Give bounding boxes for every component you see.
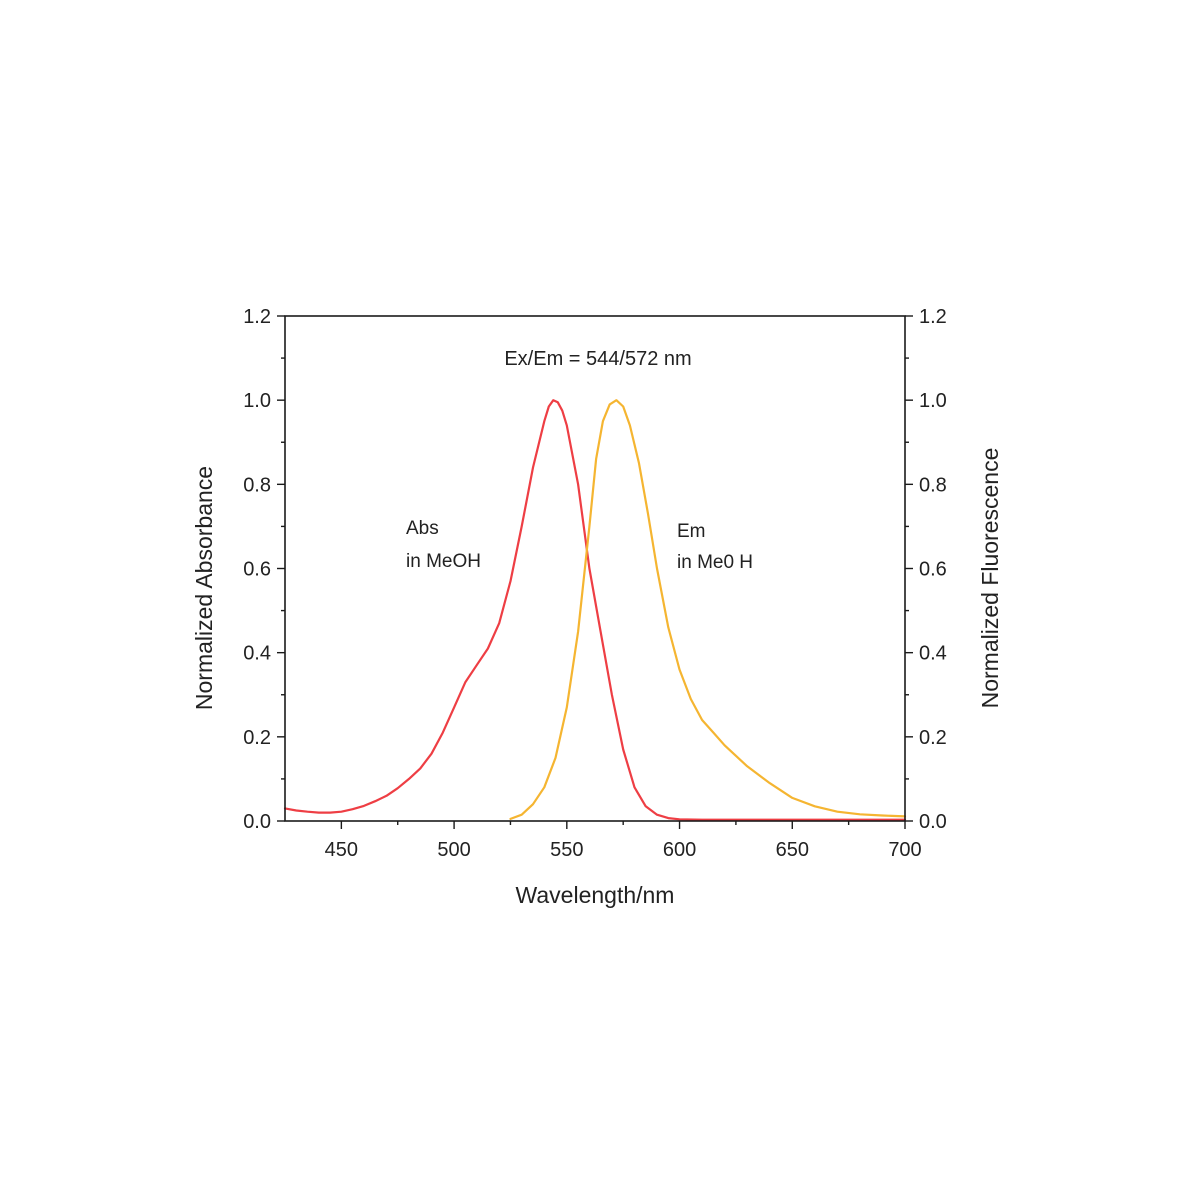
x-axis-title: Wavelength/nm [516,882,675,908]
series-layer [283,399,907,821]
left-y-tick-label: 1.0 [243,390,271,412]
left-y-ticks: 0.0 0.2 0.4 0.6 0.8 1.0 1.2 [243,306,285,833]
x-tick-label: 450 [325,839,358,861]
left-y-tick-label: 0.2 [243,727,271,749]
right-y-tick-label: 0.0 [919,811,947,833]
em-series-sublabel: in Me0 H [677,552,753,573]
abs-series-label: Abs [406,518,439,539]
x-tick-label: 600 [663,839,696,861]
plot-frame [284,315,906,822]
left-y-tick-label: 0.4 [243,643,271,665]
abs-series-sublabel: in MeOH [406,551,481,572]
left-y-tick-label: 0.0 [243,811,271,833]
x-tick-label: 650 [776,839,809,861]
right-y-ticks: 0.0 0.2 0.4 0.6 0.8 1.0 1.2 [905,306,947,833]
x-tick-label: 550 [550,839,583,861]
right-y-tick-label: 1.2 [919,306,947,328]
x-tick-label: 700 [888,839,921,861]
right-y-tick-label: 0.8 [919,474,947,496]
right-y-tick-label: 0.2 [919,727,947,749]
right-y-tick-label: 1.0 [919,390,947,412]
x-ticks: 450 500 550 600 650 700 [325,821,922,861]
left-y-tick-label: 0.6 [243,559,271,581]
emission-series-line [509,399,907,821]
excitation-emission-note: Ex/Em = 544/572 nm [504,348,691,370]
right-y-tick-label: 0.6 [919,559,947,581]
absorbance-series-line [283,399,907,821]
right-y-axis-title: Normalized Fluorescence [977,448,1003,709]
left-y-axis-title: Normalized Absorbance [191,466,217,710]
em-series-label: Em [677,521,706,542]
left-y-tick-label: 1.2 [243,306,271,328]
right-y-tick-label: 0.4 [919,643,947,665]
left-y-tick-label: 0.8 [243,474,271,496]
x-tick-label: 500 [437,839,470,861]
